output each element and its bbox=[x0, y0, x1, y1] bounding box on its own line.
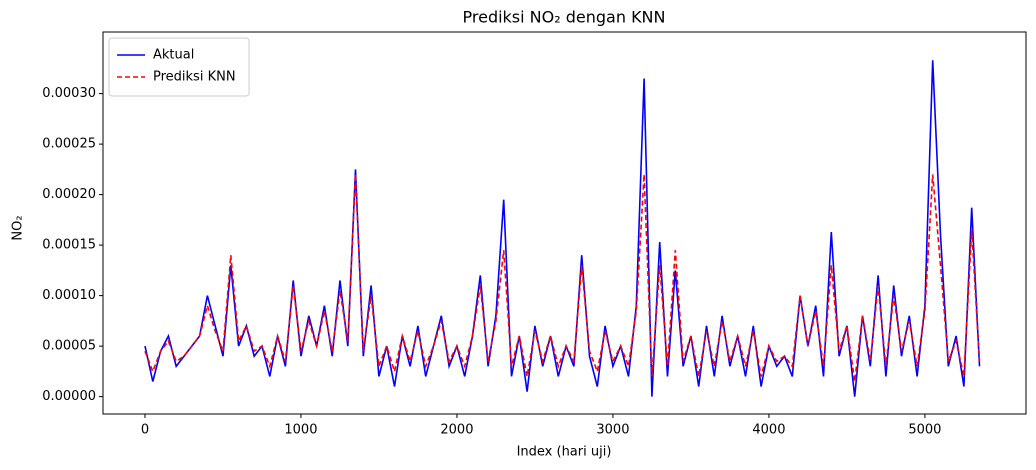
series-line bbox=[144, 60, 981, 397]
x-tick-label: 5000 bbox=[908, 423, 941, 438]
y-tick-label: 0.00030 bbox=[42, 86, 96, 101]
x-tick-label: 0 bbox=[141, 423, 149, 438]
legend-label: Prediksi KNN bbox=[153, 70, 236, 85]
x-tick-label: 4000 bbox=[752, 423, 785, 438]
plot-frame bbox=[102, 31, 1027, 415]
x-tick-label: 3000 bbox=[596, 423, 629, 438]
y-tick-label: 0.00015 bbox=[42, 238, 96, 253]
chart-title: Prediksi NO₂ dengan KNN bbox=[463, 8, 666, 27]
legend-label: Aktual bbox=[153, 48, 194, 63]
legend-box bbox=[108, 37, 250, 97]
y-tick-label: 0.00000 bbox=[42, 389, 96, 404]
y-tick-label: 0.00005 bbox=[42, 339, 96, 354]
y-tick-label: 0.00010 bbox=[42, 288, 96, 303]
x-tick-label: 2000 bbox=[440, 423, 473, 438]
x-axis-label: Index (hari uji) bbox=[517, 445, 612, 460]
y-tick-label: 0.00025 bbox=[42, 137, 96, 152]
y-tick-label: 0.00020 bbox=[42, 187, 96, 202]
series-line bbox=[144, 174, 981, 382]
y-axis-label: NO₂ bbox=[11, 215, 26, 240]
x-tick-label: 1000 bbox=[284, 423, 317, 438]
